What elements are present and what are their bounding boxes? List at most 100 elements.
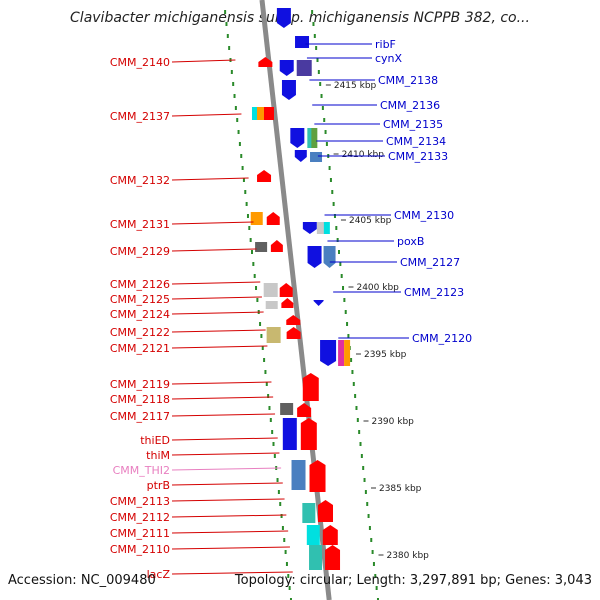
gene-feature: [265, 301, 278, 309]
track-dot: [253, 274, 256, 278]
accession-label: Accession: NC_009480: [8, 573, 156, 588]
track-dot: [265, 382, 268, 386]
track-dot: [366, 502, 369, 506]
track-dot: [332, 202, 335, 206]
right-label: CMM_2134: [386, 135, 446, 148]
scale-label: 2390 kbp: [371, 417, 414, 427]
leader-line: [171, 281, 261, 285]
left-label: CMM_THI2: [113, 464, 170, 477]
gene-feature-shape: [325, 545, 341, 570]
track-dot: [312, 22, 315, 26]
gene-feature: [286, 327, 301, 339]
gene-feature-shape: [322, 525, 338, 545]
right-label: ribF: [375, 38, 396, 51]
leader-line: [171, 571, 293, 575]
gene-feature: [310, 152, 323, 162]
track-dot: [325, 142, 328, 146]
gene-feature: [306, 525, 320, 545]
track-dot: [283, 538, 286, 542]
track-dot: [237, 130, 240, 134]
track-dot: [234, 106, 237, 110]
gene-feature: [266, 212, 280, 225]
leader-line: [171, 498, 285, 502]
gene-feature: [294, 150, 307, 162]
track-dot: [372, 562, 375, 566]
gene-feature-shape: [265, 301, 278, 309]
track-dot: [354, 394, 357, 398]
gene-feature: [255, 242, 268, 252]
track-dot: [225, 22, 228, 26]
gene-feature-shape: [266, 212, 280, 225]
track-dot: [273, 454, 276, 458]
left-label: CMM_2111: [110, 527, 170, 540]
right-label: poxB: [397, 235, 424, 248]
track-dot: [279, 502, 282, 506]
track-dot: [261, 346, 264, 350]
track-dot: [232, 82, 235, 86]
leader-line: [171, 381, 272, 385]
leader-line: [171, 514, 287, 518]
gene-feature: [323, 222, 330, 234]
gene-feature-shape: [279, 60, 294, 76]
gene-feature: [282, 418, 297, 450]
track-dot: [289, 598, 292, 600]
track-dot: [347, 334, 350, 338]
gene-feature: [286, 315, 301, 325]
track-dot: [224, 10, 227, 14]
left-label: CMM_2132: [110, 174, 170, 187]
gene-feature-shape: [256, 107, 266, 120]
leader-line: [171, 452, 280, 456]
gene-feature-shape: [255, 242, 268, 252]
gene-feature: [318, 500, 333, 522]
track-dot: [331, 190, 334, 194]
left-label: CMM_2122: [110, 326, 170, 339]
track-dot: [316, 58, 319, 62]
topology-label: Topology: circular; Length: 3,297,891 bp…: [234, 573, 592, 588]
track-dot: [371, 550, 374, 554]
gene-feature-shape: [250, 212, 263, 225]
gene-feature-shape: [258, 57, 273, 67]
track-dot: [370, 538, 373, 542]
left-label: CMM_2124: [110, 308, 170, 321]
leader-line: [171, 329, 266, 333]
track-dot: [230, 70, 233, 74]
gene-feature-shape: [279, 283, 293, 297]
gene-feature: [281, 298, 294, 308]
gene-feature-shape: [323, 246, 336, 268]
track-dot: [328, 166, 331, 170]
track-dot: [338, 250, 340, 254]
track-dot: [343, 298, 346, 302]
track-dot: [352, 382, 355, 386]
track-dot: [269, 418, 272, 422]
leader-line: [171, 530, 289, 534]
track-dot: [362, 466, 365, 470]
track-dot: [351, 370, 354, 374]
gene-feature: [281, 80, 296, 100]
gene-feature: [251, 107, 261, 120]
gene-feature: [296, 60, 312, 76]
gene-feature-shape: [318, 500, 333, 522]
gene-feature: [302, 222, 317, 234]
left-label: CMM_2112: [110, 511, 170, 524]
track-dot: [320, 94, 323, 98]
scale-label: 2380 kbp: [386, 551, 429, 561]
gene-feature-shape: [263, 283, 278, 297]
track-dot: [260, 334, 263, 338]
gene-feature-shape: [307, 246, 322, 268]
track-dot: [360, 454, 363, 458]
scale-labels: 2415 kbp 2410 kbp 2405 kbp 2400 kbp 2395 kbp…: [325, 81, 429, 561]
gene-feature: [325, 545, 341, 570]
left-label: lacZ: [147, 568, 171, 581]
gene-feature: [270, 240, 283, 252]
track-dot: [252, 262, 255, 266]
track-dot: [284, 550, 287, 554]
leader-line: [171, 296, 262, 300]
right-label: CMM_2120: [412, 332, 472, 345]
gene-feature-shape: [338, 340, 345, 366]
tick-tracks: [224, 10, 379, 600]
leader-line: [171, 113, 242, 117]
left-label: CMM_2126: [110, 278, 170, 291]
gene-feature: [297, 403, 312, 417]
right-label: CMM_2135: [383, 118, 443, 131]
track-dot: [317, 70, 320, 74]
